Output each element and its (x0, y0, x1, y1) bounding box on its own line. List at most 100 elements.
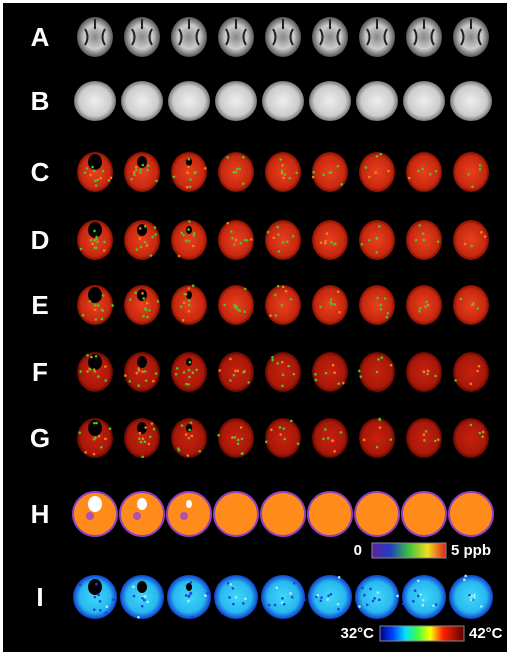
speckle (292, 372, 296, 376)
brain-slice (312, 220, 348, 260)
speckle (434, 603, 438, 606)
speckle (103, 240, 106, 244)
speckle (89, 238, 93, 242)
speckle (463, 242, 467, 246)
speckle (236, 438, 240, 442)
speckle (280, 601, 284, 604)
speckle (289, 297, 293, 301)
speckle (242, 155, 245, 159)
brain-slice (171, 152, 207, 192)
speckle (189, 421, 193, 424)
colorbar-ppb (371, 542, 447, 559)
speckle (192, 234, 196, 237)
speckle (140, 604, 144, 608)
colorbar-min: 0 (354, 542, 362, 559)
speckle (142, 314, 145, 318)
speckle (407, 176, 411, 180)
speckle (273, 603, 277, 607)
speckle (245, 238, 249, 242)
speckle (240, 437, 244, 441)
speckle (232, 602, 235, 606)
speckle (319, 599, 323, 603)
speckle (418, 310, 421, 313)
speckle (152, 379, 155, 383)
speckle (243, 287, 247, 291)
speckle (279, 433, 282, 436)
speckle (187, 436, 191, 440)
speckle (292, 581, 296, 585)
speckle (267, 603, 271, 607)
speckle (137, 367, 141, 370)
speckle (217, 433, 220, 437)
speckle (481, 435, 484, 439)
brain-slice (448, 491, 494, 537)
speckle (421, 603, 425, 607)
speckle (378, 418, 382, 422)
speckle (153, 226, 157, 229)
speckle (149, 254, 153, 257)
speckle (128, 380, 132, 383)
speckle (143, 370, 147, 373)
speckle (206, 592, 209, 595)
void (186, 291, 192, 299)
void (88, 420, 102, 436)
speckle (100, 317, 104, 321)
speckle (133, 173, 136, 176)
speckle (281, 597, 284, 600)
speckle (360, 242, 364, 246)
speckle (319, 241, 323, 244)
brain-slice (215, 81, 257, 121)
speckle (467, 173, 470, 176)
speckle (98, 599, 102, 603)
speckle (276, 284, 280, 288)
speckle (323, 241, 327, 245)
speckle (237, 308, 240, 312)
void (186, 158, 192, 166)
speckle (137, 369, 141, 372)
speckle (428, 173, 432, 176)
speckle (324, 428, 327, 431)
speckle (422, 370, 426, 373)
speckle (419, 593, 422, 596)
speckle (336, 602, 340, 606)
speckle (155, 179, 158, 183)
speckle (186, 171, 189, 174)
speckle (142, 297, 146, 300)
brain-slice (265, 418, 301, 458)
speckle (242, 371, 245, 374)
speckle (135, 371, 139, 375)
speckle (377, 358, 380, 361)
colorbar-max: 42°C (469, 625, 503, 642)
void (186, 500, 192, 508)
speckle (336, 290, 340, 293)
speckle (480, 230, 483, 234)
speckle (141, 437, 145, 441)
speckle (135, 248, 139, 251)
gyri (272, 19, 294, 46)
speckle (478, 164, 482, 167)
speckle (188, 360, 192, 364)
speckle (191, 244, 195, 248)
void (137, 581, 147, 593)
speckle (333, 371, 336, 374)
speckle (175, 367, 179, 370)
speckle (187, 599, 190, 603)
speckle (139, 168, 142, 172)
speckle (190, 434, 194, 438)
speckle (93, 303, 97, 307)
speckle (94, 318, 98, 321)
speckle (231, 236, 234, 240)
panel-label: I (36, 582, 43, 612)
speckle (191, 615, 194, 619)
speckle (231, 586, 235, 590)
speckle (145, 301, 149, 305)
speckle (468, 593, 471, 597)
speckle (282, 427, 286, 430)
speckle (379, 303, 382, 307)
speckle (469, 423, 473, 427)
void (137, 422, 147, 434)
speckle (418, 306, 422, 310)
speckle (194, 171, 197, 174)
speckle (326, 436, 330, 440)
